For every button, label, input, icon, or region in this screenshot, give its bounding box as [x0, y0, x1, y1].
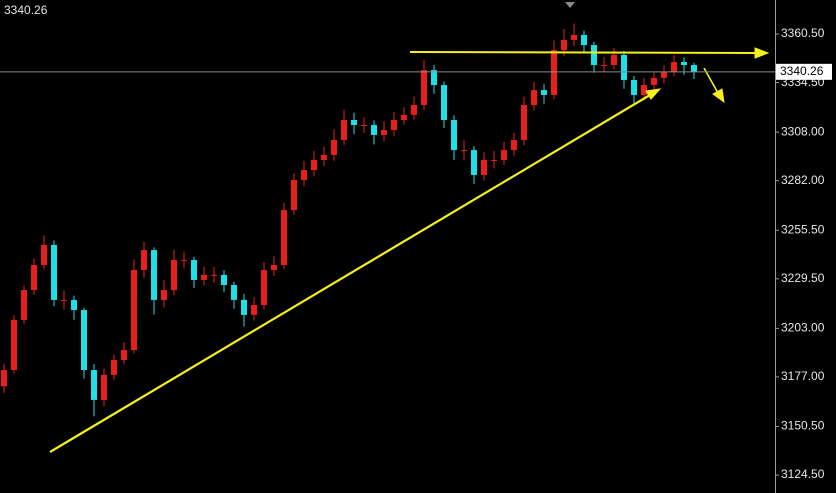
candle-body [51, 245, 57, 300]
candle-body [541, 90, 547, 95]
current-price-box [776, 63, 832, 80]
candle-body [91, 370, 97, 400]
candle-body [251, 304, 257, 315]
candle-body [331, 139, 337, 155]
candle-body [231, 284, 237, 300]
candle-body [661, 71, 667, 78]
candle-body [131, 270, 137, 351]
candle-body [471, 150, 477, 175]
y-tick-label: 3177.00 [781, 369, 825, 383]
candle-body [401, 114, 407, 120]
candle-body [301, 170, 307, 180]
current-price-label: 3340.26 [780, 64, 824, 78]
candle-body [451, 119, 457, 151]
candle-body [481, 159, 487, 175]
candle-body [201, 274, 207, 280]
candle-body [681, 62, 687, 66]
candle-body [371, 125, 377, 135]
candle-body [341, 119, 347, 140]
arrow-head [645, 88, 662, 100]
candle-body [381, 130, 387, 135]
annotations [49, 47, 770, 453]
candle-body [1, 370, 7, 387]
scroll-marker [565, 2, 575, 8]
candle-body [191, 259, 197, 280]
candle-body [531, 90, 537, 106]
candle-body [511, 139, 517, 151]
candle-body [501, 150, 507, 160]
y-tick-label: 3308.00 [781, 124, 825, 138]
candle-body [431, 70, 437, 86]
candle-body [461, 150, 467, 152]
y-tick-label: 3150.50 [781, 419, 825, 433]
y-tick-label: 3360.50 [781, 26, 825, 40]
candle-body [551, 50, 557, 95]
candle-body [631, 79, 637, 95]
candle-body [521, 105, 527, 140]
y-tick-label: 3255.50 [781, 222, 825, 236]
candle-body [571, 34, 577, 40]
candle-body [111, 359, 117, 375]
candle-body [591, 45, 597, 66]
resistance-line [409, 51, 758, 54]
candle-body [311, 159, 317, 171]
candle-body [391, 119, 397, 131]
arrow-head [754, 47, 770, 59]
candle-body [581, 34, 587, 46]
current-price-title: 3340.26 [4, 3, 48, 17]
candle-body [601, 65, 607, 67]
candle-body [561, 39, 567, 51]
candle-body [691, 65, 697, 72]
arrow-head [712, 88, 725, 104]
candle-body [171, 259, 177, 291]
candle-body [161, 290, 167, 300]
candle-body [101, 374, 107, 400]
candle-body [611, 54, 617, 66]
candle-body [31, 265, 37, 291]
candle-body [671, 62, 677, 72]
candle-body [441, 85, 447, 120]
candle-body [641, 85, 647, 95]
candle-body [71, 299, 77, 311]
candle-body [141, 250, 147, 271]
candle-body [181, 259, 187, 261]
candle-body [21, 290, 27, 320]
y-tick-label: 3124.50 [781, 467, 825, 481]
candles [1, 23, 697, 417]
candle-body [281, 210, 287, 266]
candle-body [321, 154, 327, 160]
y-tick-label: 3203.00 [781, 321, 825, 335]
candle-body [151, 250, 157, 300]
candle-body [491, 159, 497, 161]
trend-line [49, 94, 651, 453]
candle-body [211, 274, 217, 276]
candle-body [411, 105, 417, 115]
candle-body [421, 70, 427, 106]
candle-body [291, 179, 297, 211]
candle-body [221, 274, 227, 285]
candle-body [241, 299, 247, 315]
candle-body [261, 270, 267, 305]
candle-body [351, 119, 357, 126]
candle-body [11, 319, 17, 371]
candle-body [81, 310, 87, 371]
y-tick-label: 3282.00 [781, 173, 825, 187]
candle-body [121, 350, 127, 360]
candle-body [651, 77, 657, 86]
candle-body [41, 245, 47, 266]
candle-body [61, 299, 67, 301]
y-tick-label: 3229.50 [781, 271, 825, 285]
candle-body [361, 125, 367, 127]
candle-body [621, 54, 627, 80]
candle-body [271, 265, 277, 271]
